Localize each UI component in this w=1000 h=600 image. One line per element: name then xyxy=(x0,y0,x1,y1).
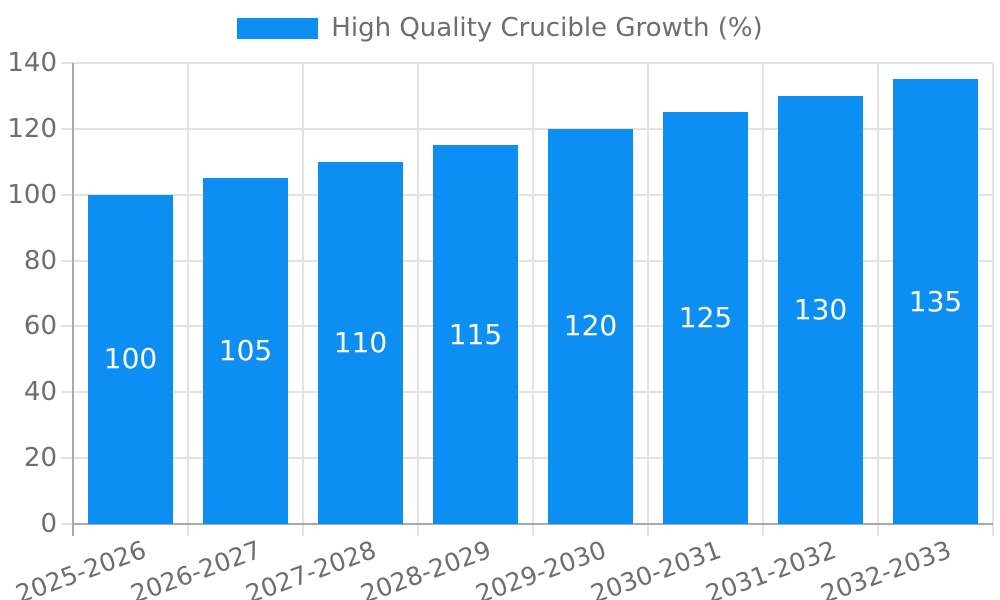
y-tick-label: 100 xyxy=(7,179,57,210)
chart-legend: High Quality Crucible Growth (%) xyxy=(0,13,1000,43)
y-gridline xyxy=(61,127,993,130)
bar: 115 xyxy=(433,145,518,524)
legend-label: High Quality Crucible Growth (%) xyxy=(331,13,763,43)
bar-value-label: 105 xyxy=(218,334,273,368)
x-gridline xyxy=(647,63,649,536)
y-tick-label: 120 xyxy=(7,113,57,144)
x-gridline xyxy=(762,63,764,536)
bar: 110 xyxy=(318,161,403,524)
y-gridline xyxy=(61,457,993,460)
x-gridline xyxy=(302,63,304,536)
bar: 130 xyxy=(778,95,863,524)
bar-value-label: 110 xyxy=(333,325,388,359)
bar: 100 xyxy=(88,194,173,524)
y-tick-label: 20 xyxy=(23,443,57,474)
y-tick-label: 0 xyxy=(40,509,57,539)
y-tick-label: 60 xyxy=(23,311,57,342)
bar: 135 xyxy=(893,79,978,524)
y-tick-label: 40 xyxy=(23,377,57,408)
bar-value-label: 130 xyxy=(793,292,848,326)
legend-swatch xyxy=(237,17,319,39)
x-gridline xyxy=(417,63,419,536)
bar-value-label: 120 xyxy=(563,309,618,343)
y-tick-label: 80 xyxy=(23,245,57,276)
bar-value-label: 125 xyxy=(678,301,733,335)
y-gridline xyxy=(61,259,993,262)
x-gridline xyxy=(187,63,189,536)
y-gridline xyxy=(61,193,993,196)
y-tick-label: 140 xyxy=(7,48,57,78)
y-gridline xyxy=(61,325,993,328)
bar: 105 xyxy=(203,178,288,524)
x-tick-label: 2032-2033 xyxy=(817,535,956,600)
x-gridline xyxy=(877,63,879,536)
bar: 125 xyxy=(663,112,748,524)
bar-value-label: 100 xyxy=(103,342,158,376)
x-gridline xyxy=(992,63,994,536)
bar-value-label: 115 xyxy=(448,317,503,351)
bar: 120 xyxy=(548,128,633,524)
y-gridline xyxy=(61,391,993,394)
x-gridline xyxy=(532,63,534,536)
y-axis-line xyxy=(72,63,74,536)
bar-value-label: 135 xyxy=(908,284,963,318)
y-gridline xyxy=(61,62,993,64)
x-axis-line xyxy=(73,523,993,525)
